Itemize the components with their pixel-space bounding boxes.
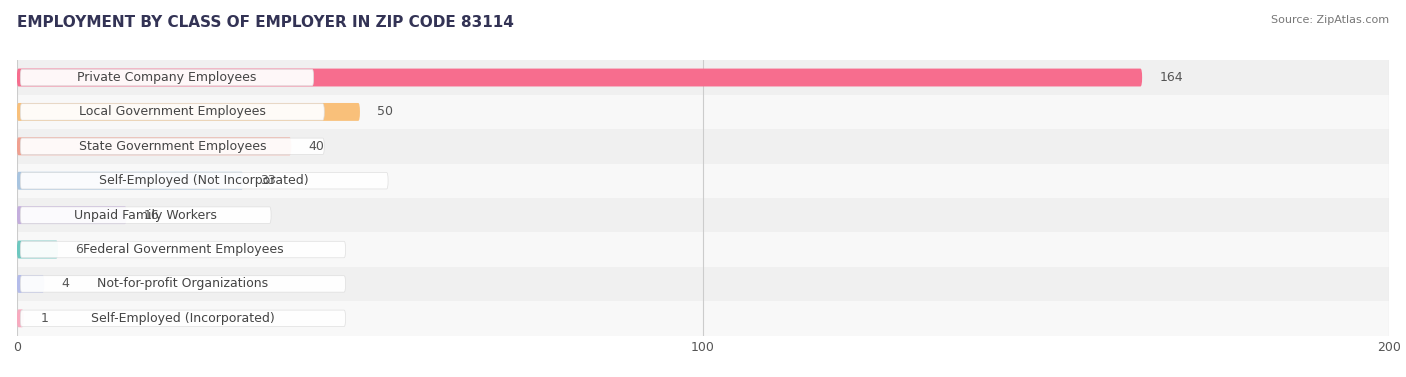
- Text: Self-Employed (Not Incorporated): Self-Employed (Not Incorporated): [100, 174, 309, 187]
- Text: 33: 33: [260, 174, 276, 187]
- Text: Not-for-profit Organizations: Not-for-profit Organizations: [97, 277, 269, 290]
- Text: 164: 164: [1160, 71, 1182, 84]
- FancyBboxPatch shape: [17, 137, 291, 155]
- FancyBboxPatch shape: [20, 207, 271, 223]
- Text: Private Company Employees: Private Company Employees: [77, 71, 257, 84]
- Text: Federal Government Employees: Federal Government Employees: [83, 243, 283, 256]
- FancyBboxPatch shape: [20, 138, 325, 155]
- Text: 40: 40: [308, 140, 325, 153]
- Text: Self-Employed (Incorporated): Self-Employed (Incorporated): [91, 312, 274, 325]
- Text: Local Government Employees: Local Government Employees: [79, 106, 266, 118]
- FancyBboxPatch shape: [20, 310, 346, 326]
- Text: State Government Employees: State Government Employees: [79, 140, 266, 153]
- FancyBboxPatch shape: [17, 103, 360, 121]
- FancyBboxPatch shape: [17, 275, 45, 293]
- FancyBboxPatch shape: [17, 172, 243, 190]
- FancyBboxPatch shape: [17, 310, 24, 327]
- FancyBboxPatch shape: [17, 164, 1389, 198]
- FancyBboxPatch shape: [17, 60, 1389, 95]
- Text: 50: 50: [377, 106, 394, 118]
- FancyBboxPatch shape: [20, 276, 346, 292]
- Text: Unpaid Family Workers: Unpaid Family Workers: [75, 208, 217, 222]
- FancyBboxPatch shape: [17, 232, 1389, 267]
- FancyBboxPatch shape: [20, 241, 346, 258]
- Text: EMPLOYMENT BY CLASS OF EMPLOYER IN ZIP CODE 83114: EMPLOYMENT BY CLASS OF EMPLOYER IN ZIP C…: [17, 15, 513, 30]
- Text: 6: 6: [75, 243, 83, 256]
- FancyBboxPatch shape: [17, 129, 1389, 164]
- FancyBboxPatch shape: [17, 241, 58, 259]
- Text: 1: 1: [41, 312, 49, 325]
- FancyBboxPatch shape: [17, 301, 1389, 336]
- Text: 4: 4: [62, 277, 69, 290]
- Text: Source: ZipAtlas.com: Source: ZipAtlas.com: [1271, 15, 1389, 25]
- FancyBboxPatch shape: [17, 206, 127, 224]
- Text: 16: 16: [143, 208, 159, 222]
- FancyBboxPatch shape: [17, 69, 1142, 86]
- FancyBboxPatch shape: [20, 104, 325, 120]
- FancyBboxPatch shape: [20, 173, 388, 189]
- FancyBboxPatch shape: [20, 69, 314, 86]
- FancyBboxPatch shape: [17, 198, 1389, 232]
- FancyBboxPatch shape: [17, 95, 1389, 129]
- FancyBboxPatch shape: [17, 267, 1389, 301]
